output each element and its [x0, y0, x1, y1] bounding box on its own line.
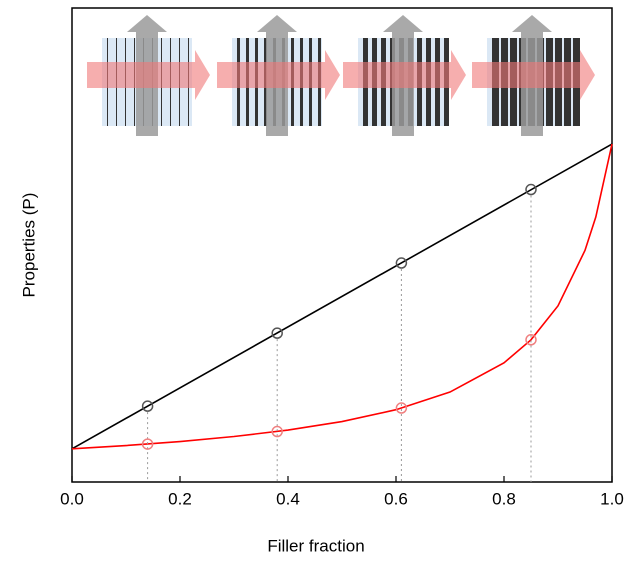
illustrations [87, 15, 595, 136]
data-point [141, 438, 154, 450]
x-axis-label: Filler fraction [267, 536, 364, 555]
data-point [395, 257, 408, 269]
x-tick-label: 0.8 [492, 489, 516, 508]
data-point [271, 425, 283, 438]
plot-frame [71, 7, 613, 483]
x-tick-label: 0.2 [168, 489, 192, 508]
horizontal-arrow [472, 50, 595, 100]
series-line [71, 143, 613, 450]
x-tick-label: 0.0 [60, 489, 84, 508]
x-tick-label: 0.4 [276, 489, 300, 508]
data-point [525, 183, 537, 196]
data-point [141, 400, 154, 412]
series-line [71, 143, 613, 450]
x-tick-label: 1.0 [600, 489, 624, 508]
y-axis-label: Properties (P) [19, 193, 38, 298]
data-point [271, 327, 283, 339]
horizontal-arrow [217, 50, 340, 100]
data-point [395, 402, 408, 414]
data-point [525, 334, 537, 346]
x-tick-label: 0.6 [384, 489, 408, 508]
horizontal-arrow [87, 50, 210, 100]
horizontal-arrow [343, 50, 466, 100]
